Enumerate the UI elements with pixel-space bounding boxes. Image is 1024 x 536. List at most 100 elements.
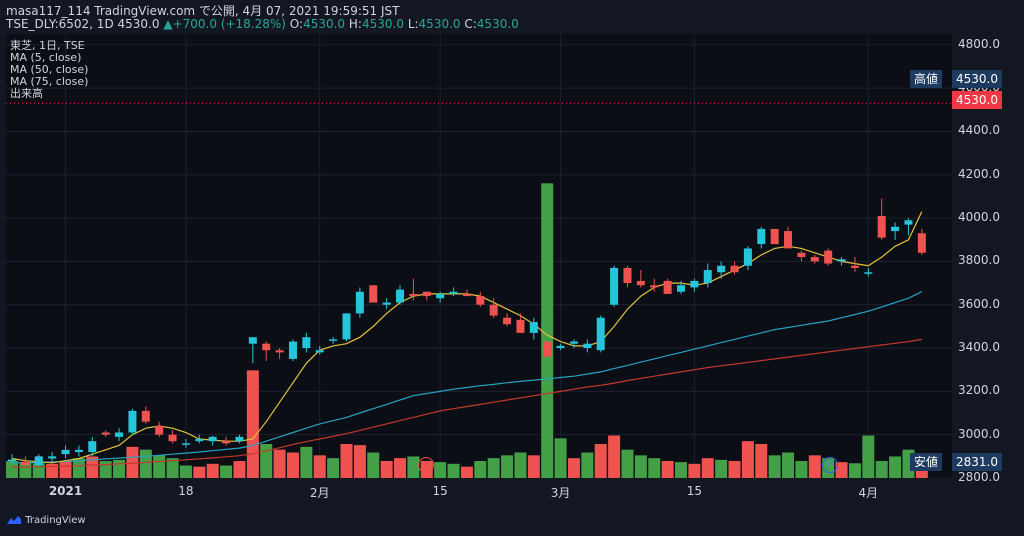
last-price-tag: 4530.0 <box>952 91 1002 109</box>
candle-body <box>222 441 231 444</box>
earnings-event-icon[interactable]: E <box>418 457 434 473</box>
candle-body <box>275 350 284 353</box>
volume-bar <box>715 459 728 478</box>
candle-body <box>48 456 57 459</box>
volume-bar <box>487 458 500 478</box>
candle-body <box>329 339 338 341</box>
candle-body <box>503 317 512 325</box>
y-tick-label: 3000.0 <box>958 426 1000 441</box>
volume-bar <box>581 452 594 478</box>
volume-bar <box>862 435 875 478</box>
header-bar: masa117_114 TradingView.com で公開, 4月 07, … <box>0 0 1024 34</box>
volume-bar <box>193 466 206 478</box>
y-tick-label: 3800.0 <box>958 253 1000 268</box>
open-value: 4530.0 <box>303 17 346 31</box>
high-value: 4530.0 <box>361 17 404 31</box>
candle-body <box>369 285 378 303</box>
volume-bar <box>594 444 607 478</box>
up-arrow-icon: ▲ <box>163 17 173 31</box>
low-price-value-tag: 2831.0 <box>952 453 1002 471</box>
volume-bar <box>313 455 326 478</box>
candle-body <box>208 436 217 442</box>
volume-bar <box>848 463 861 478</box>
volume-bar <box>460 466 473 478</box>
candle-body <box>864 272 873 274</box>
candle-body <box>74 449 83 453</box>
candle-body <box>128 410 137 433</box>
volume-bar <box>19 462 32 478</box>
volume-bar <box>474 461 487 478</box>
candle-body <box>436 293 445 299</box>
candle-body <box>516 319 525 333</box>
legend-volume: 出来高 <box>10 87 43 100</box>
close-value: 4530.0 <box>476 17 519 31</box>
volume-bar <box>72 458 85 478</box>
tradingview-logo-icon <box>7 516 21 524</box>
open-label: O: <box>289 17 304 31</box>
x-tick-label: 3月 <box>550 486 571 500</box>
y-tick-label: 4200.0 <box>958 166 1000 181</box>
low-price-tag: 安値 <box>910 453 943 471</box>
volume-bar <box>166 458 179 478</box>
close-label: C: <box>464 17 477 31</box>
brand-text: TradingView <box>25 515 86 526</box>
high-price-name: 高値 <box>914 72 939 86</box>
volume-bar <box>46 463 59 478</box>
legend: 東芝, 1日, TSE MA (5, close) MA (50, close)… <box>10 40 88 100</box>
candle-body <box>569 341 578 344</box>
volume-bar <box>554 438 567 478</box>
volume-bar <box>741 441 754 478</box>
candle-body <box>797 252 806 258</box>
volume-bar <box>273 449 286 478</box>
volume-bar <box>875 461 888 478</box>
brand[interactable]: TradingView <box>6 515 86 526</box>
candle-body <box>824 250 833 264</box>
candle-body <box>88 441 97 453</box>
volume-bar <box>514 452 527 478</box>
candle-body <box>543 341 552 357</box>
high-price-tag: 高値 <box>910 70 943 88</box>
candle-body <box>476 296 485 305</box>
candle-body <box>730 265 739 273</box>
volume-bar <box>501 455 514 478</box>
volume-bar <box>835 462 848 478</box>
volume-bar <box>86 456 99 478</box>
high-price-value-tag: 4530.0 <box>952 70 1002 88</box>
x-tick-label: 4月 <box>858 486 879 500</box>
candle-body <box>168 434 177 442</box>
legend-ma5: MA (5, close) <box>10 51 82 64</box>
candle-body <box>409 293 418 297</box>
volume-bar <box>286 452 299 478</box>
volume-bar <box>6 461 18 478</box>
candle-body <box>34 456 43 466</box>
candle-body <box>784 231 793 249</box>
x-tick-label: 15 <box>686 484 703 498</box>
volume-bar <box>621 449 634 478</box>
candle-body <box>101 432 110 435</box>
volume-bar <box>340 444 353 478</box>
candle-body <box>235 436 244 442</box>
price-chart[interactable] <box>6 34 952 478</box>
volume-bar <box>808 455 821 478</box>
candle-body <box>837 259 846 262</box>
y-tick-label: 3200.0 <box>958 383 1000 398</box>
volume-bar <box>206 463 219 478</box>
volume-bar <box>394 458 407 478</box>
y-tick-label: 3400.0 <box>958 340 1000 355</box>
legend-ma75: MA (75, close) <box>10 75 89 88</box>
volume-bar <box>567 458 580 478</box>
chart-pane[interactable] <box>6 34 952 478</box>
candle-body <box>677 285 685 292</box>
candle-body <box>596 317 605 351</box>
x-tick-label: 2月 <box>309 486 330 500</box>
y-tick-label: 3600.0 <box>958 296 1000 311</box>
candle-body <box>529 322 538 333</box>
low-label: L: <box>407 17 419 31</box>
y-tick-label: 4400.0 <box>958 123 1000 138</box>
volume-bar <box>260 444 273 478</box>
candle-body <box>583 343 592 349</box>
volume-bar <box>608 435 621 478</box>
dividend-event-icon[interactable]: D <box>822 457 838 473</box>
time-axis[interactable] <box>6 478 952 504</box>
candle-body <box>610 267 619 305</box>
